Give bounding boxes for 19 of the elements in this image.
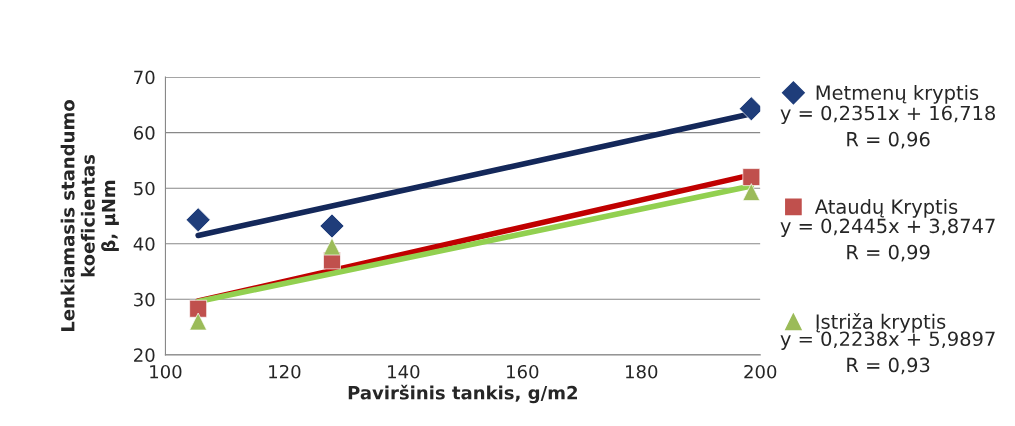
x-axis-title: Paviršinis tankis, g/m2: [348, 384, 578, 404]
y-axis-title: Lenkiamasis standumo koeficientas β, µNm: [60, 100, 119, 331]
y-tick-label: 60: [134, 126, 155, 140]
x-tick-label: 120: [269, 364, 301, 379]
y-tick-label: 30: [134, 292, 155, 307]
x-tick-label: 100: [150, 364, 182, 379]
x-tick-label: 180: [626, 364, 658, 379]
x-tick-label: 160: [507, 364, 539, 379]
x-tick-label: 140: [388, 364, 420, 379]
y-tick-label: 50: [134, 181, 155, 196]
y-tick-label: 40: [133, 237, 155, 251]
y-tick-label: 20: [134, 348, 155, 362]
text: y = 0,2351x + 16,718 R = 0,96: [780, 105, 995, 149]
legend-label: Metmenų kryptis: [816, 84, 979, 104]
text: y = 0,2445x + 3,8747 R = 0,99: [780, 218, 995, 262]
y-tick-label: 70: [134, 70, 155, 85]
x-tick-label: 200: [744, 364, 777, 379]
legend-label: Ataudų Kryptis: [814, 198, 958, 218]
point: [185, 207, 211, 233]
